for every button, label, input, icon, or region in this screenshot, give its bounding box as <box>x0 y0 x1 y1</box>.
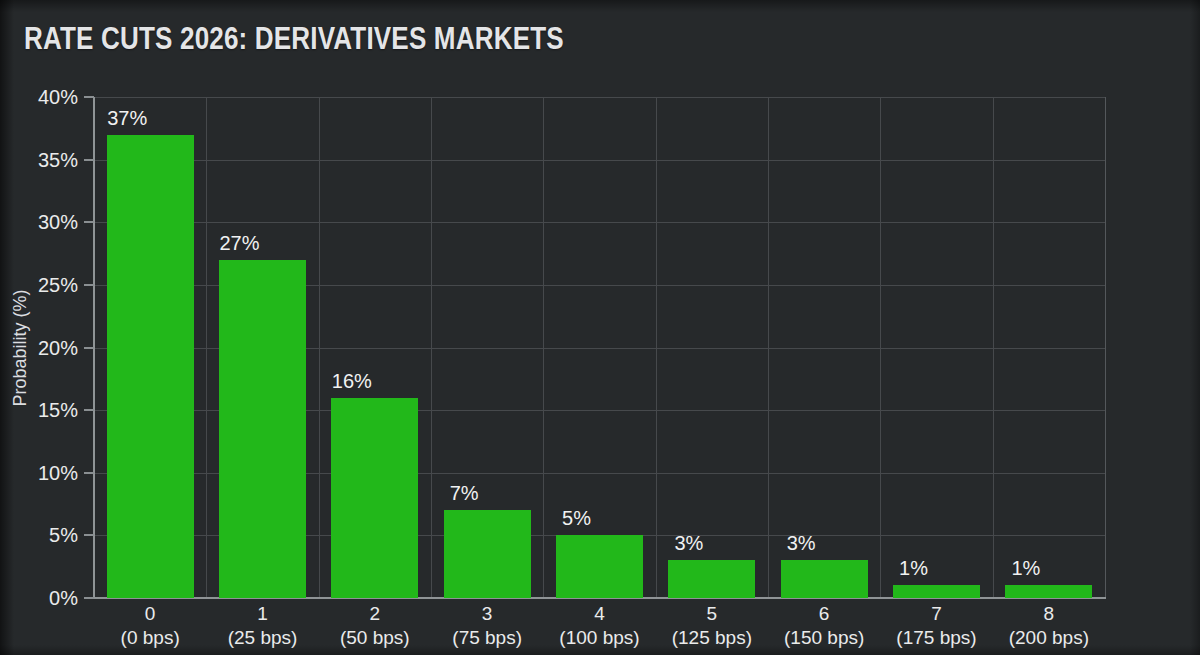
y-axis-tick <box>84 284 94 286</box>
x-axis-category-label: 0(0 bps) <box>121 603 180 649</box>
x-axis-tick-label: 2 <box>340 603 410 625</box>
x-axis-sublabel: (0 bps) <box>121 627 180 649</box>
bar-value-label: 1% <box>899 556 928 580</box>
x-axis-tick-label: 4 <box>559 603 639 625</box>
x-axis-category-label: 3(75 bps) <box>452 603 522 649</box>
gridline-vertical <box>768 97 769 598</box>
x-axis-tick-label: 3 <box>452 603 522 625</box>
x-axis-category-label: 7(175 bps) <box>896 603 976 649</box>
bar <box>107 135 194 598</box>
x-axis-sublabel: (100 bps) <box>559 627 639 649</box>
gridline-vertical <box>319 97 320 598</box>
bar <box>1005 585 1092 598</box>
x-axis-tick-label: 1 <box>228 603 298 625</box>
bar <box>219 260 306 598</box>
bar-value-label: 3% <box>787 531 816 555</box>
y-axis-tick <box>84 159 94 161</box>
bar-value-label: 27% <box>219 231 259 255</box>
gridline-horizontal <box>94 97 1105 98</box>
y-axis-tick <box>84 472 94 474</box>
y-axis-tick-label: 30% <box>2 210 78 234</box>
x-axis-sublabel: (25 bps) <box>228 627 298 649</box>
bar-value-label: 1% <box>1011 556 1040 580</box>
bar <box>444 510 531 598</box>
y-axis-tick <box>84 597 94 599</box>
x-axis-sublabel: (175 bps) <box>896 627 976 649</box>
x-axis-category-label: 6(150 bps) <box>784 603 864 649</box>
gridline-vertical <box>880 97 881 598</box>
x-axis-category-label: 5(125 bps) <box>672 603 752 649</box>
y-axis-tick <box>84 221 94 223</box>
bar <box>781 560 868 598</box>
bar <box>668 560 755 598</box>
gridline-vertical <box>1105 97 1106 598</box>
bar <box>893 585 980 598</box>
gridline-vertical <box>206 97 207 598</box>
bar <box>331 398 418 598</box>
bar-value-label: 7% <box>450 481 479 505</box>
x-axis-sublabel: (50 bps) <box>340 627 410 649</box>
y-axis-tick <box>84 534 94 536</box>
x-axis-category-label: 8(200 bps) <box>1009 603 1089 649</box>
x-axis-tick-label: 0 <box>121 603 180 625</box>
x-axis-tick-label: 5 <box>672 603 752 625</box>
x-axis-tick-label: 8 <box>1009 603 1089 625</box>
y-axis-tick-label: 0% <box>2 586 78 610</box>
gridline-vertical <box>431 97 432 598</box>
chart-title: RATE CUTS 2026: DERIVATIVES MARKETS <box>24 21 564 57</box>
x-axis-sublabel: (150 bps) <box>784 627 864 649</box>
x-axis-sublabel: (200 bps) <box>1009 627 1089 649</box>
bar-value-label: 37% <box>107 106 147 130</box>
y-axis-title: Probability (%) <box>10 289 31 406</box>
gridline-vertical <box>656 97 657 598</box>
bar-value-label: 5% <box>562 506 591 530</box>
y-axis-tick <box>84 96 94 98</box>
x-axis-category-label: 2(50 bps) <box>340 603 410 649</box>
bar <box>556 535 643 598</box>
bar-value-label: 3% <box>674 531 703 555</box>
y-axis-tick <box>84 409 94 411</box>
y-axis-tick-label: 40% <box>2 85 78 109</box>
gridline-vertical <box>993 97 994 598</box>
x-axis-tick-label: 6 <box>784 603 864 625</box>
x-axis-category-label: 4(100 bps) <box>559 603 639 649</box>
x-axis-sublabel: (75 bps) <box>452 627 522 649</box>
x-axis-sublabel: (125 bps) <box>672 627 752 649</box>
gridline-horizontal <box>94 222 1105 223</box>
chart-canvas: RATE CUTS 2026: DERIVATIVES MARKETS 0% 5%… <box>0 0 1200 655</box>
y-axis-tick <box>84 347 94 349</box>
x-axis-tick-label: 7 <box>896 603 976 625</box>
y-axis-tick-label: 35% <box>2 148 78 172</box>
bar-value-label: 16% <box>332 369 372 393</box>
gridline-vertical <box>543 97 544 598</box>
y-axis-tick-label: 5% <box>2 523 78 547</box>
gridline-horizontal <box>94 160 1105 161</box>
y-axis-tick-label: 10% <box>2 461 78 485</box>
x-axis-category-label: 1(25 bps) <box>228 603 298 649</box>
